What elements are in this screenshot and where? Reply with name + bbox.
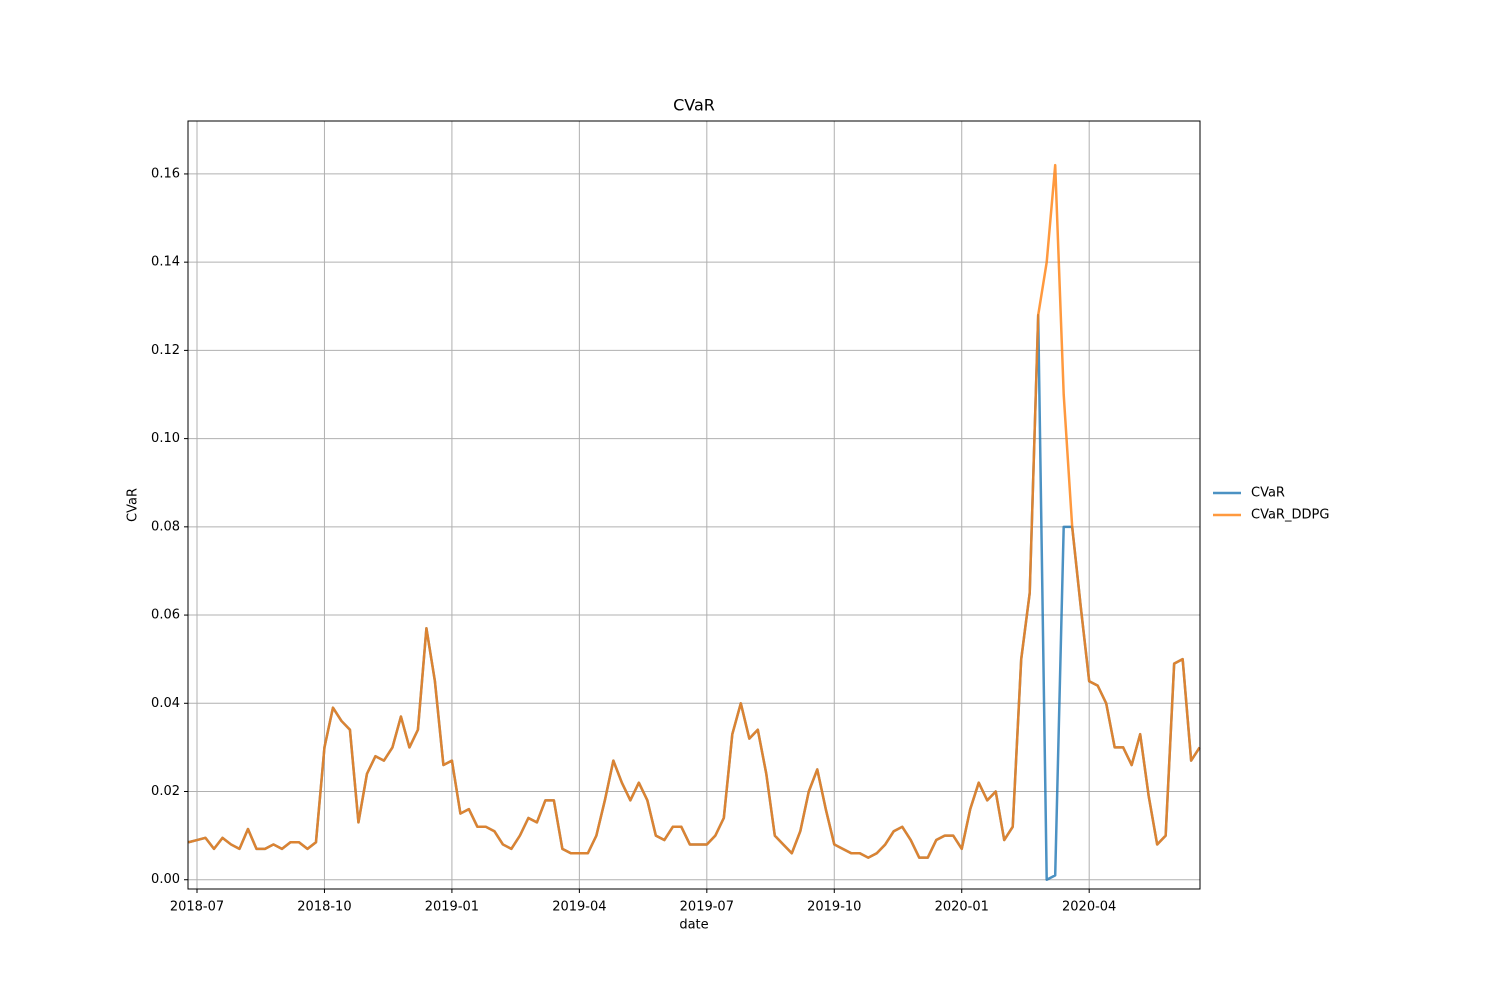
series-line <box>188 313 1201 881</box>
x-tick-label: 2018-10 <box>297 900 351 915</box>
x-tick-label: 2020-04 <box>1062 900 1116 915</box>
y-tick-label: 0.14 <box>151 255 180 270</box>
y-tick-label: 0.10 <box>151 431 180 446</box>
legend-label: CVaR_DDPG <box>1251 508 1329 523</box>
chart-title: CVaR <box>673 96 715 115</box>
y-tick-label: 0.16 <box>151 166 180 181</box>
x-tick-label: 2019-01 <box>425 900 479 915</box>
y-axis-label: CVaR <box>126 488 141 522</box>
series-line <box>188 163 1201 859</box>
x-tick-label: 2020-01 <box>935 900 989 915</box>
x-tick-label: 2019-07 <box>680 900 734 915</box>
x-axis-label: date <box>679 918 708 933</box>
y-tick-label: 0.12 <box>151 343 180 358</box>
y-tick-label: 0.02 <box>151 784 180 799</box>
x-tick-label: 2019-10 <box>807 900 861 915</box>
x-tick-label: 2018-07 <box>170 900 224 915</box>
y-tick-label: 0.08 <box>151 519 180 534</box>
legend-label: CVaR <box>1251 486 1285 501</box>
plot-frame <box>187 120 1201 890</box>
x-tick-label: 2019-04 <box>552 900 606 915</box>
y-tick-label: 0.04 <box>151 696 180 711</box>
y-tick-label: 0.00 <box>151 872 180 887</box>
y-tick-label: 0.06 <box>151 608 180 623</box>
